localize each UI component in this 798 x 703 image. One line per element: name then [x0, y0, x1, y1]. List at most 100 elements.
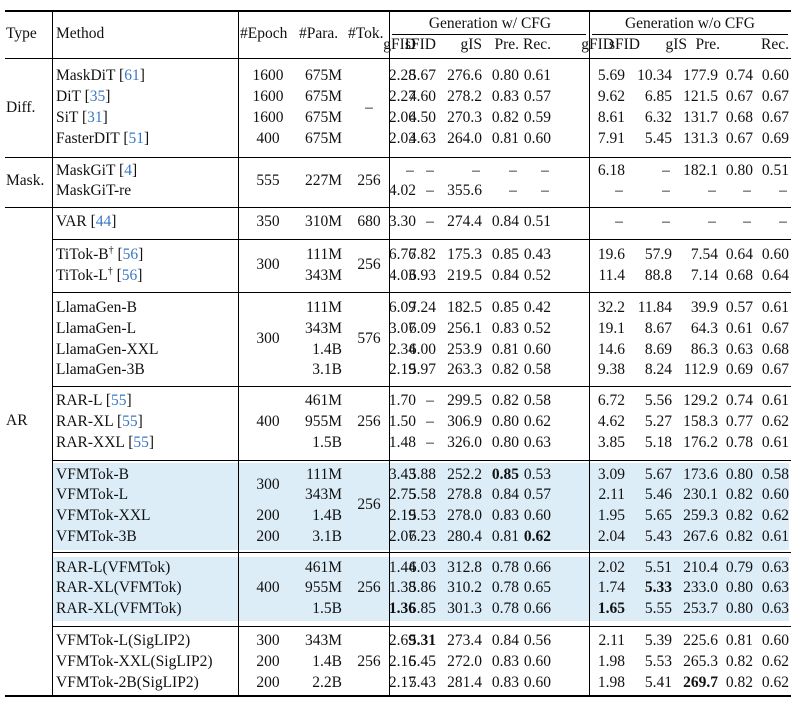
method-name: RAR-XL [55]	[56, 413, 143, 430]
metric-cell: 1.50	[388, 413, 416, 430]
metric-cell: 5.31	[408, 632, 436, 649]
metric-cell: 2.02	[597, 559, 625, 576]
metric-cell: 7.54	[690, 246, 718, 263]
metric-cell: –	[779, 182, 787, 199]
metric-cell: 0.67	[725, 88, 753, 105]
method-name: TiTok-B† [56]	[56, 244, 144, 263]
metric-cell: 5.51	[644, 559, 672, 576]
metric-cell: 0.64	[725, 246, 753, 263]
citation-link[interactable]: 44	[95, 213, 112, 230]
method-label: VFMTok-XXL(SigLIP2)	[56, 653, 213, 670]
metric-cell: 259.3	[683, 507, 718, 524]
metric-cell: 301.3	[447, 600, 482, 617]
method-name: LlamaGen-B	[56, 299, 137, 317]
para-cell: 111M	[306, 246, 342, 263]
metric-cell: 274.4	[447, 213, 482, 230]
metric-cell: 281.4	[447, 674, 482, 691]
metric-cell: 5.88	[408, 466, 436, 483]
metric-cell: 4.62	[597, 413, 625, 430]
metric-cell: 6.23	[408, 528, 436, 545]
citation-link[interactable]: 55	[110, 392, 127, 409]
citation-link[interactable]: 31	[87, 109, 103, 126]
citation-link[interactable]: 55	[122, 413, 138, 430]
type-label: AR	[6, 412, 28, 429]
column-divider	[52, 12, 53, 696]
citation-link[interactable]: 56	[122, 246, 139, 263]
metric-cell: –	[662, 182, 670, 199]
para-cell: 2.2B	[312, 674, 342, 691]
metric-cell: –	[541, 162, 549, 179]
metric-cell: 7.82	[408, 246, 436, 263]
metric-cell: –	[743, 182, 751, 199]
method-label: RAR-XL	[56, 413, 114, 430]
header-metric: Rec.	[523, 36, 551, 53]
citation-link[interactable]: 4	[124, 162, 132, 179]
metric-cell: 182.5	[447, 299, 482, 316]
method-name: VFMTok-3B	[56, 528, 137, 546]
metric-cell: 0.61	[761, 528, 789, 545]
metric-cell: 4.02	[388, 182, 416, 199]
citation-link[interactable]: 56	[121, 267, 138, 284]
citation-link[interactable]: 61	[124, 67, 140, 84]
metric-cell: 0.82	[491, 392, 519, 409]
metric-cell: 0.80	[491, 413, 519, 430]
metric-cell: 57.9	[644, 246, 672, 263]
method-name: VFMTok-XXL(SigLIP2)	[56, 653, 213, 671]
header-para: #Para.	[299, 25, 339, 42]
metric-cell: 5.27	[644, 413, 672, 430]
metric-cell: 326.0	[447, 434, 482, 451]
metric-cell: 0.68	[761, 341, 789, 358]
header-metric: gFID	[581, 36, 614, 53]
metric-cell: 2.03	[388, 130, 416, 147]
bottom-rule	[5, 695, 791, 697]
metric-cell: 0.83	[491, 507, 519, 524]
metric-cell: –	[426, 182, 434, 199]
metric-cell: 0.67	[761, 109, 789, 126]
metric-cell: 253.7	[683, 600, 718, 617]
para-cell: 3.1B	[312, 361, 342, 378]
metric-cell: 0.69	[761, 130, 789, 147]
metric-cell: 6.09	[408, 320, 436, 337]
metric-cell: 0.69	[725, 361, 753, 378]
method-label: VAR	[56, 213, 87, 230]
metric-cell: 1.70	[388, 392, 416, 409]
metric-cell: 0.60	[761, 246, 789, 263]
metric-cell: 2.27	[388, 88, 416, 105]
metric-cell: 6.18	[597, 162, 625, 179]
type-label: Mask.	[6, 172, 45, 189]
metric-cell: 5.85	[408, 600, 436, 617]
metric-cell: 0.83	[491, 653, 519, 670]
metric-cell: 5.97	[408, 361, 436, 378]
epoch-merged: 300	[256, 476, 280, 493]
citation-link[interactable]: 51	[128, 130, 144, 147]
metric-cell: 1.95	[597, 507, 625, 524]
metric-cell: 5.39	[644, 632, 672, 649]
method-label: VFMTok-3B	[56, 528, 137, 545]
metric-cell: 0.83	[491, 674, 519, 691]
metric-cell: 1.36	[388, 600, 416, 617]
citation-link[interactable]: 35	[89, 88, 106, 105]
method-name: VFMTok-L(SigLIP2)	[56, 632, 190, 650]
metric-cell: 9.62	[597, 88, 625, 105]
metric-cell: –	[541, 182, 549, 199]
epoch-cell: 1600	[252, 88, 284, 105]
metric-cell: 0.58	[523, 392, 551, 409]
epoch-cell: 200	[256, 528, 280, 545]
group-rule	[5, 207, 791, 208]
metric-cell: 6.76	[388, 246, 416, 263]
epoch-cell: 200	[256, 507, 280, 524]
metric-cell: 5.67	[408, 67, 436, 84]
method-label: RAR-XXL	[56, 434, 125, 451]
metric-cell: 276.6	[447, 67, 482, 84]
column-divider	[589, 12, 590, 696]
method-label: TiTok-B	[56, 246, 109, 263]
metric-cell: –	[662, 162, 670, 179]
metric-cell: 252.2	[447, 466, 482, 483]
citation-link[interactable]: 55	[133, 434, 149, 451]
metric-cell: 0.85	[491, 246, 519, 263]
para-cell: 461M	[304, 559, 342, 576]
metric-cell: –	[426, 392, 434, 409]
method-label: SiT	[56, 109, 79, 126]
method-name: RAR-XXL [55]	[56, 434, 155, 451]
method-name: VFMTok-L	[56, 486, 128, 504]
